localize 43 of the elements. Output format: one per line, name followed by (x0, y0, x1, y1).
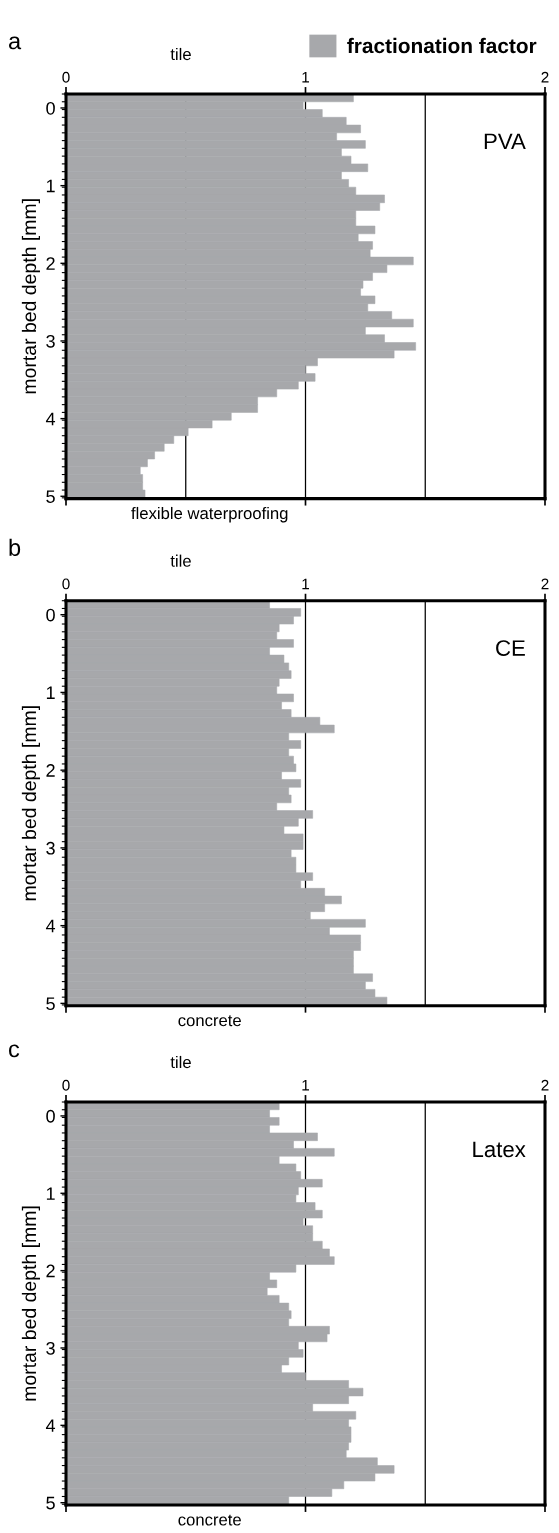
x-tick-label: 0 (62, 578, 70, 590)
annotation: Latex (473, 1141, 526, 1158)
text: tile (170, 554, 191, 567)
y-axis-title: mortar bed depth [mm] (21, 706, 40, 901)
x-tick-label: 1 (302, 71, 309, 83)
x-tick-label: 2 (541, 1079, 549, 1091)
chart-title: c (9, 1044, 20, 1058)
y-tick-label: 1 (46, 179, 55, 193)
x-tick-label: 0 (62, 71, 70, 83)
y-tick-label: 2 (46, 764, 55, 777)
text: concrete (178, 1514, 241, 1526)
x-tick-label: 2 (541, 578, 549, 590)
annotation: CE (496, 640, 525, 656)
y-tick-label: 4 (45, 1419, 56, 1432)
y-tick-label: 1 (46, 686, 55, 699)
x-tick-label: 1 (302, 578, 309, 590)
y-tick-label: 5 (46, 1496, 55, 1510)
y-tick-label: 5 (46, 997, 55, 1011)
y-tick-label: 1 (46, 1187, 55, 1200)
x-tick-label: 2 (541, 71, 549, 83)
y-tick-label: 0 (46, 101, 55, 115)
text: flexible waterproofing (131, 506, 288, 523)
y-axis-title: mortar bed depth [mm] (21, 1206, 40, 1401)
y-tick-label: 0 (46, 1109, 55, 1123)
text: concrete (178, 1015, 241, 1027)
y-tick-label: 5 (46, 490, 55, 503)
legend-label: fractionation factor (347, 37, 537, 54)
x-tick-label: 0 (62, 1079, 70, 1091)
y-tick-label: 3 (46, 1341, 55, 1355)
y-axis-title: mortar bed depth [mm] (21, 199, 40, 394)
text: tile (170, 47, 191, 61)
text: tile (170, 1055, 191, 1069)
y-tick-label: 0 (46, 608, 55, 622)
y-tick-label: 4 (45, 919, 56, 933)
chart-title: a (9, 36, 22, 50)
y-tick-label: 3 (46, 334, 55, 348)
annotation: PVA (484, 133, 526, 149)
x-tick-label: 1 (302, 1079, 309, 1091)
y-tick-label: 3 (46, 841, 55, 855)
y-tick-label: 4 (45, 412, 56, 426)
y-tick-label: 2 (46, 1264, 55, 1278)
chart-title: b (9, 538, 21, 557)
y-tick-label: 2 (46, 257, 55, 270)
